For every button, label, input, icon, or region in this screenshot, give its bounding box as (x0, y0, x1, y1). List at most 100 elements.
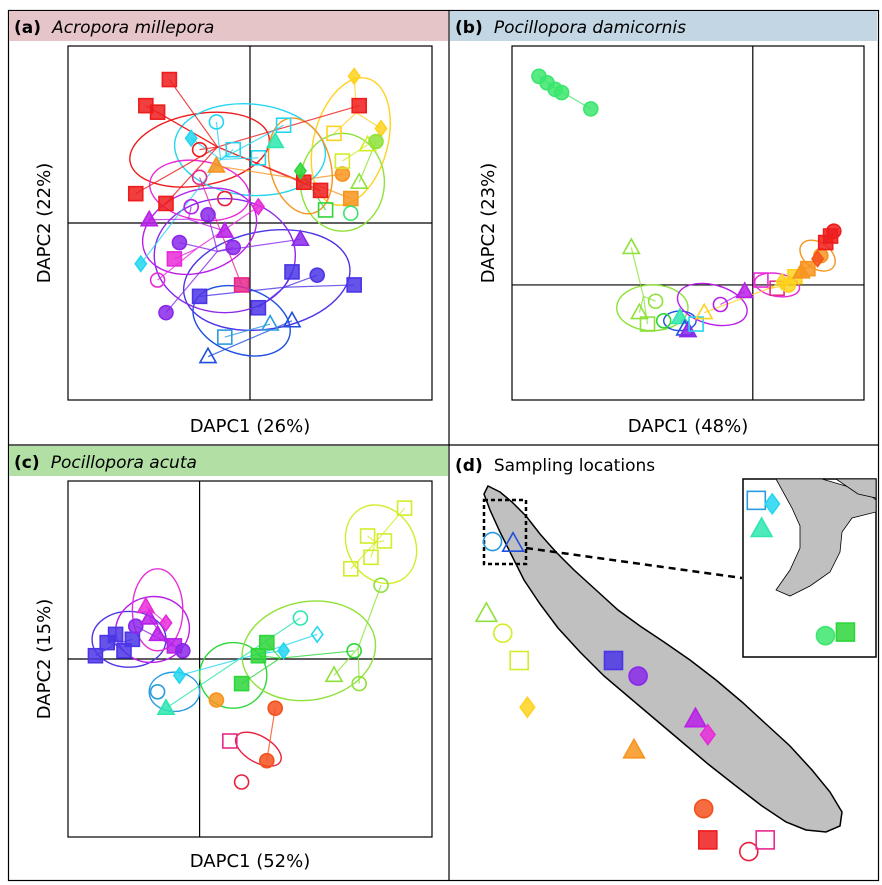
plot-area-b (512, 46, 864, 400)
site-marker-square (509, 650, 530, 671)
data-point-square (342, 190, 359, 207)
centroid-spoke (149, 218, 189, 221)
inset-site-marker-triangle (749, 516, 774, 538)
centroid-spoke (247, 323, 271, 332)
centroid-spoke (630, 247, 645, 297)
cluster-ellipse (153, 197, 297, 314)
data-point-triangle (324, 665, 344, 683)
data-point-circle (334, 166, 351, 182)
data-point-circle (712, 296, 729, 313)
data-point-diamond (251, 197, 265, 216)
data-point-square (191, 288, 208, 305)
centroid-spoke (220, 124, 284, 160)
data-point-square (217, 329, 233, 345)
data-point-circle (258, 752, 275, 769)
data-point-square (753, 272, 769, 288)
site-marker-square (603, 650, 624, 671)
inset-site-marker-diamond (764, 492, 781, 516)
centroid-spoke (165, 250, 218, 314)
inset-site-marker-circle (815, 625, 836, 646)
data-point-diamond (159, 613, 173, 632)
data-point-triangle (670, 307, 690, 325)
data-point-triangle (735, 281, 755, 299)
cluster-ellipse (91, 610, 167, 668)
data-point-diamond (293, 161, 307, 180)
centroid-spoke (179, 652, 261, 676)
data-point-triangle (260, 314, 280, 331)
data-point-square (158, 195, 174, 212)
y-axis-label-c: DAPC2 (15%) (34, 599, 55, 720)
cluster-ellipse (131, 568, 184, 652)
plot-area-a (68, 46, 432, 400)
data-point-square (233, 277, 250, 293)
data-point-circle (655, 312, 672, 329)
x-axis-label-c: DAPC1 (52%) (190, 851, 311, 872)
panel-d-label: Sampling locations (494, 456, 655, 476)
data-point-circle (368, 133, 384, 150)
site-marker-diamond (519, 696, 536, 719)
site-marker-circle (628, 666, 648, 686)
data-point-circle (825, 223, 842, 239)
data-point-circle (582, 101, 599, 117)
data-point-triangle (215, 221, 235, 238)
centroid-spoke (220, 230, 243, 286)
panel-c-header-text: (c) Pocillopora acuta (14, 453, 197, 473)
plot-area-c (68, 481, 432, 837)
cluster-ellipse (141, 187, 258, 276)
data-point-circle (225, 239, 241, 256)
data-point-square (376, 533, 393, 549)
data-point-square (107, 626, 124, 643)
centroid-spoke (280, 650, 355, 659)
inset-site-markers (746, 490, 856, 646)
centroid-spoke (168, 79, 219, 148)
data-point-diamond (172, 666, 187, 685)
data-point-triangle (265, 131, 285, 149)
data-point-square (87, 647, 104, 664)
inset-coast-fragment (834, 478, 877, 499)
data-point-diamond (277, 641, 291, 660)
centroid-spoke (358, 161, 369, 183)
site-marker-circle (482, 531, 503, 552)
panel-c-header (9, 446, 448, 476)
data-point-square (396, 500, 413, 516)
data-point-triangle (139, 209, 159, 227)
data-point-square (127, 185, 144, 202)
panel-c-letter: (c) (14, 453, 40, 473)
data-point-triangle (791, 261, 811, 279)
centroid-spoke (333, 112, 357, 134)
data-point-diamond (184, 129, 198, 148)
data-point-circle (191, 169, 208, 186)
cluster-ellipse (241, 600, 377, 702)
data-point-circle (292, 610, 309, 626)
data-point-circle (647, 293, 664, 310)
data-point-square (250, 647, 267, 664)
data-point-triangle (621, 237, 641, 255)
data-point-square (363, 549, 379, 566)
panel-b-header (450, 11, 877, 41)
data-point-square (275, 117, 292, 133)
cluster-ellipse (234, 731, 282, 767)
data-point-circle (351, 675, 368, 692)
data-point-triangle (694, 302, 714, 320)
new-caledonia-island (483, 484, 843, 833)
data-point-square (149, 104, 166, 120)
centroid-spoke (284, 284, 355, 288)
data-point-square (250, 150, 267, 166)
data-point-circle (346, 642, 362, 659)
centroid-spoke (357, 648, 360, 684)
data-point-circle (175, 642, 191, 659)
cluster-ellipse (173, 103, 327, 197)
centroid-spoke (642, 296, 649, 325)
panel-d: (d) Sampling locations (455, 456, 877, 862)
inset-site-marker-square (746, 490, 767, 511)
data-point-triangle (678, 320, 698, 338)
centroid-spoke (217, 105, 360, 148)
data-point-triangle (206, 155, 226, 173)
centroid-spoke (216, 165, 304, 181)
panel-b-letter: (b) (455, 18, 483, 38)
data-point-circle (158, 304, 174, 321)
x-axis-label-a: DAPC1 (26%) (190, 416, 311, 437)
cluster-ellipse (344, 504, 418, 585)
data-point-square (250, 299, 267, 316)
